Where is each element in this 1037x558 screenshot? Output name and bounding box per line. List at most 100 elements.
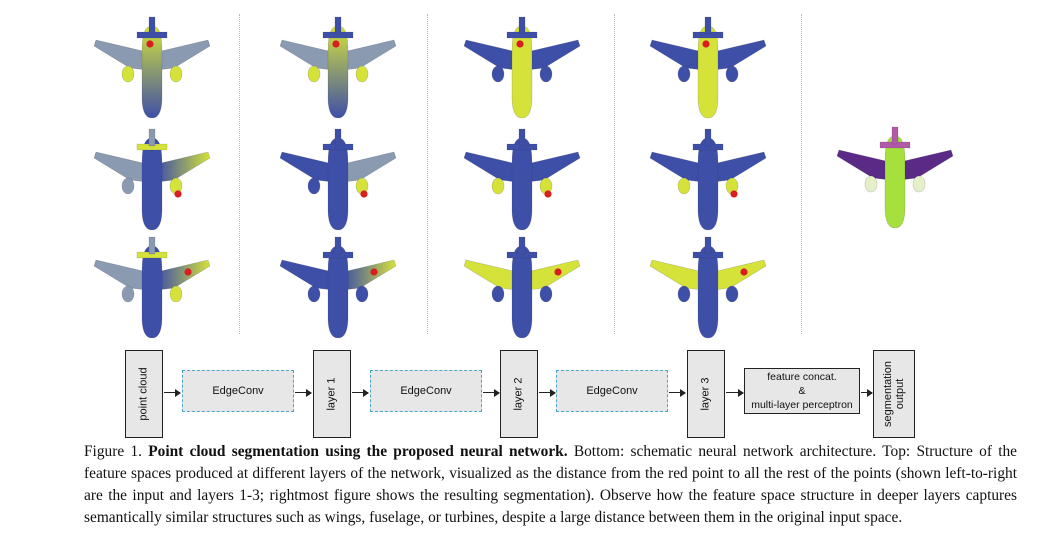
query-point (740, 268, 748, 276)
plane-left-wing (279, 39, 334, 71)
plane-right-engine (169, 285, 183, 303)
plane-stabilizer (136, 251, 168, 259)
plane-right-engine (355, 65, 369, 83)
plane-fuselage (141, 137, 163, 231)
plane-row3-col1 (92, 232, 212, 342)
plane-right-engine (539, 285, 553, 303)
plane-left-wing (279, 151, 334, 183)
plane-stabilizer (322, 251, 354, 259)
plane-right-engine (355, 285, 369, 303)
segmentation-output-block: segmentation output (873, 350, 915, 438)
plane-fuselage (327, 25, 349, 119)
plane-right-wing (712, 151, 767, 183)
output-line-1: segmentation (882, 360, 895, 428)
query-point (544, 190, 552, 198)
edgeconv-label: EdgeConv (586, 385, 638, 397)
plane-left-engine (491, 177, 505, 195)
figure-caption: Figure 1. Point cloud segmentation using… (84, 441, 1017, 529)
plane-fuselage (327, 245, 349, 339)
plane-left-wing (649, 259, 704, 291)
segmentation-result-plane (835, 122, 955, 232)
plane-left-engine (121, 65, 135, 83)
arrow (352, 388, 369, 397)
plane-tailfin (704, 128, 712, 147)
caption-body: Bottom: schematic neural network archite… (84, 443, 1018, 526)
plane-tailfin (148, 16, 156, 35)
plane-left-engine (491, 285, 505, 303)
plane-left-wing (93, 259, 148, 291)
edgeconv-block-1: EdgeConv (182, 370, 294, 412)
plane-left-wing (279, 259, 334, 291)
plane-row1-col4 (648, 12, 768, 122)
plane-stabilizer (136, 143, 168, 151)
plane-right-engine (725, 285, 739, 303)
column-divider (427, 14, 428, 334)
arrow (483, 388, 500, 397)
column-divider (239, 14, 240, 334)
query-point (554, 268, 562, 276)
edgeconv-block-2: EdgeConv (370, 370, 482, 412)
plane-tailfin (148, 128, 156, 147)
plane-tailfin (334, 128, 342, 147)
plane-fuselage (327, 137, 349, 231)
query-point (146, 40, 154, 48)
arrow (295, 388, 312, 397)
plane-left-wing (463, 259, 518, 291)
mlp-line-2: & (798, 385, 806, 397)
query-point (516, 40, 524, 48)
plane-stabilizer (692, 31, 724, 39)
plane-left-wing (836, 149, 891, 181)
plane-row2-col1 (92, 124, 212, 234)
plane-right-wing (342, 259, 397, 291)
caption-title: Point cloud segmentation using the propo… (148, 443, 568, 460)
plane-tailfin (704, 236, 712, 255)
plane-right-wing (342, 39, 397, 71)
plane-tailfin (704, 16, 712, 35)
mlp-block: feature concat. & multi-layer perceptron (744, 368, 860, 414)
plane-fuselage (697, 25, 719, 119)
query-point (702, 40, 710, 48)
layer-3-block: layer 3 (687, 350, 725, 438)
plane-fuselage (511, 137, 533, 231)
layer-1-block: layer 1 (313, 350, 351, 438)
plane-left-engine (491, 65, 505, 83)
layer-2-label: layer 2 (513, 377, 525, 411)
layer-2-block: layer 2 (500, 350, 538, 438)
plane-fuselage (141, 25, 163, 119)
plane-right-engine (912, 175, 926, 193)
plane-row2-col2 (278, 124, 398, 234)
plane-stabilizer (692, 143, 724, 151)
output-line-2: output (894, 378, 907, 410)
point-cloud-label: point cloud (138, 367, 150, 421)
plane-right-wing (342, 151, 397, 183)
plane-fuselage (511, 245, 533, 339)
plane-right-engine (539, 65, 553, 83)
plane-stabilizer (506, 31, 538, 39)
plane-row2-col3 (462, 124, 582, 234)
arrow (861, 388, 873, 397)
plane-fuselage (511, 25, 533, 119)
plane-fuselage (884, 135, 906, 229)
plane-stabilizer (136, 31, 168, 39)
plane-row1-col3 (462, 12, 582, 122)
layer-3-label: layer 3 (700, 377, 712, 411)
plane-right-wing (899, 149, 954, 181)
edgeconv-label: EdgeConv (212, 385, 264, 397)
plane-stabilizer (506, 251, 538, 259)
plane-left-engine (307, 65, 321, 83)
plane-right-wing (156, 259, 211, 291)
plane-tailfin (518, 236, 526, 255)
plane-left-engine (121, 285, 135, 303)
plane-fuselage (697, 137, 719, 231)
plane-left-engine (677, 177, 691, 195)
layer-1-label: layer 1 (326, 377, 338, 411)
plane-row1-col1 (92, 12, 212, 122)
plane-stabilizer (322, 143, 354, 151)
arrow (539, 388, 556, 397)
plane-left-engine (677, 285, 691, 303)
arrow (164, 388, 181, 397)
plane-right-wing (526, 39, 581, 71)
plane-tailfin (891, 126, 899, 145)
plane-right-wing (712, 39, 767, 71)
